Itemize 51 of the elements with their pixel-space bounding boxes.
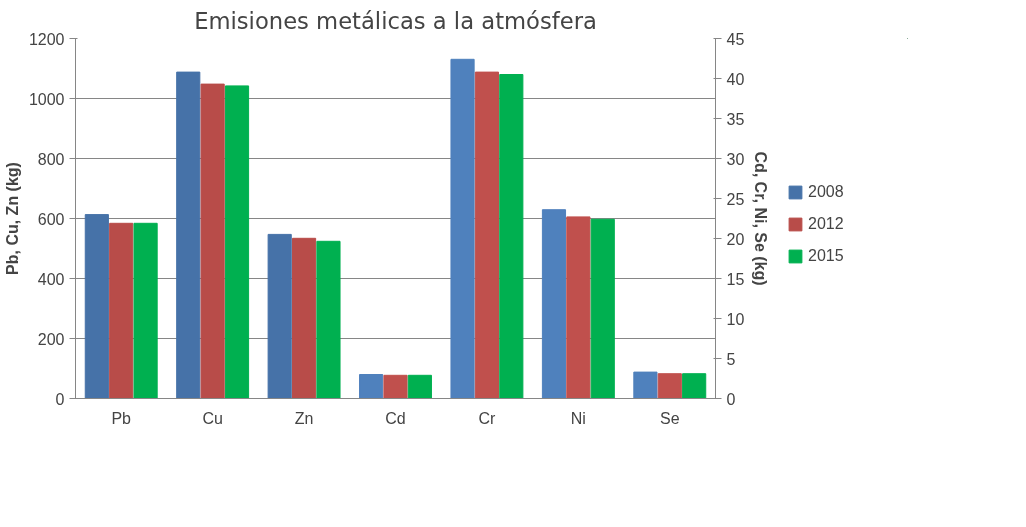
bar [267,233,292,399]
legend-label: 2008 [808,182,844,201]
bar [541,209,567,399]
bar [633,371,658,399]
bar [407,374,432,399]
x-tick-label: Se [660,409,680,427]
bar [176,71,201,399]
bar [291,237,317,399]
bar [682,373,707,399]
y-tick-label: 800 [37,150,65,168]
bar [133,222,158,399]
bar [109,222,134,399]
bar [499,74,524,399]
x-tick-label: Zn [294,409,314,427]
y2-axis-title: Cd, Cr, Ni, Se (kg) [752,151,770,286]
bar [224,85,250,399]
y2-tick-label: 5 [726,350,736,368]
y-tick-label: 1200 [28,30,65,48]
bar [590,218,615,399]
x-tick-label: Cu [202,409,223,427]
x-tick-label: Cr [478,409,497,427]
bar [474,71,500,399]
bar [450,58,475,399]
x-tick-label: Cd [385,409,406,427]
y-tick-label: 600 [37,210,65,228]
x-tick-label: Ni [570,409,586,427]
y2-tick-label: 35 [726,110,745,128]
bar [657,373,682,399]
legend-label: 2015 [808,246,844,265]
x-tick-label: Pb [111,409,132,427]
y2-tick-label: 45 [726,30,745,48]
legend-label: 2012 [808,214,844,233]
y2-tick-label: 40 [726,70,745,88]
bar [566,216,591,399]
bar [200,83,225,399]
y2-tick-label: 20 [726,230,745,248]
y-tick-label: 400 [37,270,65,288]
y-axis-title: Pb, Cu, Zn (kg) [3,162,21,275]
bar [383,374,408,399]
y2-tick-label: 15 [726,270,745,288]
y-tick-label: 0 [55,390,65,408]
y2-tick-label: 0 [726,390,736,408]
bar [359,374,384,399]
y2-tick-label: 10 [726,310,745,328]
y-tick-label: 1000 [28,90,65,108]
y2-tick-label: 30 [726,150,745,168]
bar [84,214,109,399]
bar [316,240,341,399]
y2-tick-label: 25 [726,190,745,208]
y-tick-label: 200 [37,330,65,348]
chart-title: Emisiones metálicas a la atmósfera [194,7,597,34]
